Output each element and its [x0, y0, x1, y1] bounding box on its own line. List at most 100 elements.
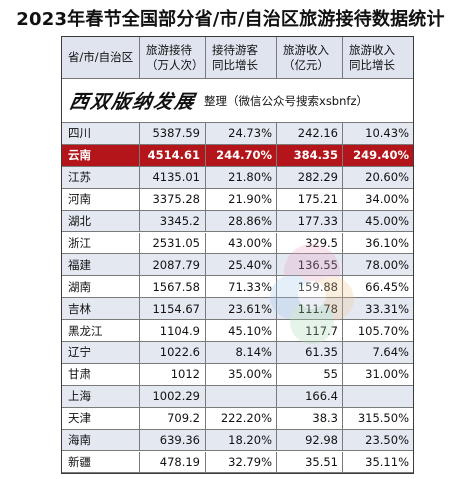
cell-visitors: 478.19: [140, 451, 206, 473]
cell-visitors-growth: [206, 385, 277, 408]
header-province: 省/市/自治区: [62, 37, 140, 79]
cell-province: 黑龙江: [62, 320, 140, 342]
cell-visitors-growth: 45.10%: [206, 320, 277, 342]
cell-province: 吉林: [62, 298, 140, 321]
cell-revenue: 38.3: [277, 407, 343, 430]
cell-province: 河南: [62, 188, 140, 211]
cell-visitors: 3345.2: [140, 210, 206, 233]
cell-visitors-growth: 43.00%: [206, 232, 277, 255]
cell-revenue-growth: 7.64%: [343, 342, 413, 364]
cell-revenue: 117.7: [277, 320, 343, 342]
cell-visitors-growth: 28.86%: [206, 210, 277, 233]
cell-province: 江苏: [62, 166, 140, 189]
cell-province: 海南: [62, 429, 140, 452]
cell-visitors: 1104.9: [140, 320, 206, 342]
table-row: 四川 5387.59 24.73% 242.16 10.43%: [62, 123, 413, 145]
cell-revenue-growth: 10.43%: [343, 123, 413, 145]
cell-visitors: 1002.29: [140, 385, 206, 408]
header-revenue-growth-text: 旅游收入 同比增长: [349, 42, 395, 72]
cell-revenue: 92.98: [277, 429, 343, 452]
cell-visitors-growth: 32.79%: [206, 451, 277, 473]
cell-revenue: 166.4: [277, 385, 343, 408]
cell-province: 四川: [62, 123, 140, 145]
table-row: 湖南 1567.58 71.33% 159.88 66.45%: [62, 276, 413, 299]
source-banner: 西双版纳发展 整理（微信公众号搜索xsbnfz）: [62, 79, 413, 123]
table-row: 辽宁 1022.6 8.14% 61.35 7.64%: [62, 342, 413, 364]
cell-province: 湖北: [62, 210, 140, 233]
cell-revenue-growth: 31.00%: [343, 363, 413, 386]
cell-visitors: 1012: [140, 363, 206, 386]
cell-revenue-growth: 33.31%: [343, 298, 413, 321]
cell-revenue-growth: 78.00%: [343, 254, 413, 277]
cell-revenue-growth: 105.70%: [343, 320, 413, 342]
cell-province: 辽宁: [62, 342, 140, 364]
cell-visitors: 5387.59: [140, 123, 206, 145]
cell-revenue: 61.35: [277, 342, 343, 364]
cell-visitors: 2087.79: [140, 254, 206, 277]
cell-visitors: 1022.6: [140, 342, 206, 364]
table-row: 黑龙江 1104.9 45.10% 117.7 105.70%: [62, 320, 413, 342]
cell-province: 云南: [62, 144, 140, 167]
cell-revenue-growth: [343, 385, 413, 408]
cell-revenue-growth: 66.45%: [343, 276, 413, 299]
cell-visitors: 4135.01: [140, 166, 206, 189]
cell-province: 新疆: [62, 451, 140, 473]
calligraphy-logo: 西双版纳发展: [67, 91, 198, 113]
cell-visitors-growth: 23.61%: [206, 298, 277, 321]
table-header-row: 省/市/自治区 旅游接待 （万人次） 接待游客 同比增长 旅游收入 （亿元） 旅…: [62, 37, 413, 79]
cell-revenue: 111.78: [277, 298, 343, 321]
cell-province: 上海: [62, 385, 140, 408]
cell-visitors: 709.2: [140, 407, 206, 430]
cell-revenue: 35.51: [277, 451, 343, 473]
cell-visitors: 2531.05: [140, 232, 206, 255]
cell-province: 甘肃: [62, 363, 140, 386]
cell-visitors: 4514.61: [140, 144, 206, 167]
cell-revenue: 55: [277, 363, 343, 386]
cell-revenue: 329.5: [277, 232, 343, 255]
table-row: 甘肃 1012 35.00% 55 31.00%: [62, 363, 413, 386]
cell-revenue: 242.16: [277, 123, 343, 145]
cell-revenue-growth: 20.60%: [343, 166, 413, 189]
cell-revenue-growth: 45.00%: [343, 210, 413, 233]
cell-visitors: 1567.58: [140, 276, 206, 299]
header-visitors-growth: 接待游客 同比增长: [206, 37, 277, 79]
cell-visitors-growth: 25.40%: [206, 254, 277, 277]
header-visitors: 旅游接待 （万人次）: [140, 37, 206, 79]
table-row: 天津 709.2 222.20% 38.3 315.50%: [62, 407, 413, 430]
cell-visitors-growth: 35.00%: [206, 363, 277, 386]
header-revenue: 旅游收入 （亿元）: [277, 37, 343, 79]
cell-revenue-growth: 315.50%: [343, 407, 413, 430]
table-row: 湖北 3345.2 28.86% 177.33 45.00%: [62, 210, 413, 233]
table-row: 江苏 4135.01 21.80% 282.29 20.60%: [62, 166, 413, 189]
cell-province: 浙江: [62, 232, 140, 255]
page-title: 2023年春节全国部分省/市/自治区旅游接待数据统计: [16, 9, 445, 30]
header-visitors-text: 旅游接待 （万人次）: [146, 42, 204, 72]
cell-visitors-growth: 8.14%: [206, 342, 277, 364]
cell-visitors-growth: 24.73%: [206, 123, 277, 145]
cell-revenue-growth: 249.40%: [343, 144, 413, 167]
table-row: 浙江 2531.05 43.00% 329.5 36.10%: [62, 232, 413, 255]
cell-revenue: 159.88: [277, 276, 343, 299]
data-table: 省/市/自治区 旅游接待 （万人次） 接待游客 同比增长 旅游收入 （亿元） 旅…: [61, 36, 414, 474]
cell-visitors-growth: 21.90%: [206, 188, 277, 211]
cell-revenue: 136.55: [277, 254, 343, 277]
header-revenue-text: 旅游收入 （亿元）: [283, 42, 329, 72]
cell-province: 湖南: [62, 276, 140, 299]
table-row-highlighted: 云南 4514.61 244.70% 384.35 249.40%: [62, 144, 413, 167]
cell-visitors-growth: 71.33%: [206, 276, 277, 299]
cell-visitors: 3375.28: [140, 188, 206, 211]
table-row: 福建 2087.79 25.40% 136.55 78.00%: [62, 254, 413, 277]
cell-revenue: 282.29: [277, 166, 343, 189]
cell-visitors: 639.36: [140, 429, 206, 452]
table-row: 海南 639.36 18.20% 92.98 23.50%: [62, 429, 413, 452]
cell-visitors: 1154.67: [140, 298, 206, 321]
table-row: 上海 1002.29 166.4: [62, 385, 413, 408]
cell-revenue: 384.35: [277, 144, 343, 167]
cell-visitors-growth: 244.70%: [206, 144, 277, 167]
cell-visitors-growth: 21.80%: [206, 166, 277, 189]
table-row: 吉林 1154.67 23.61% 111.78 33.31%: [62, 298, 413, 321]
table-row: 新疆 478.19 32.79% 35.51 35.11%: [62, 451, 413, 473]
header-revenue-growth: 旅游收入 同比增长: [343, 37, 413, 79]
header-visitors-growth-text: 接待游客 同比增长: [212, 42, 258, 72]
cell-revenue-growth: 35.11%: [343, 451, 413, 473]
